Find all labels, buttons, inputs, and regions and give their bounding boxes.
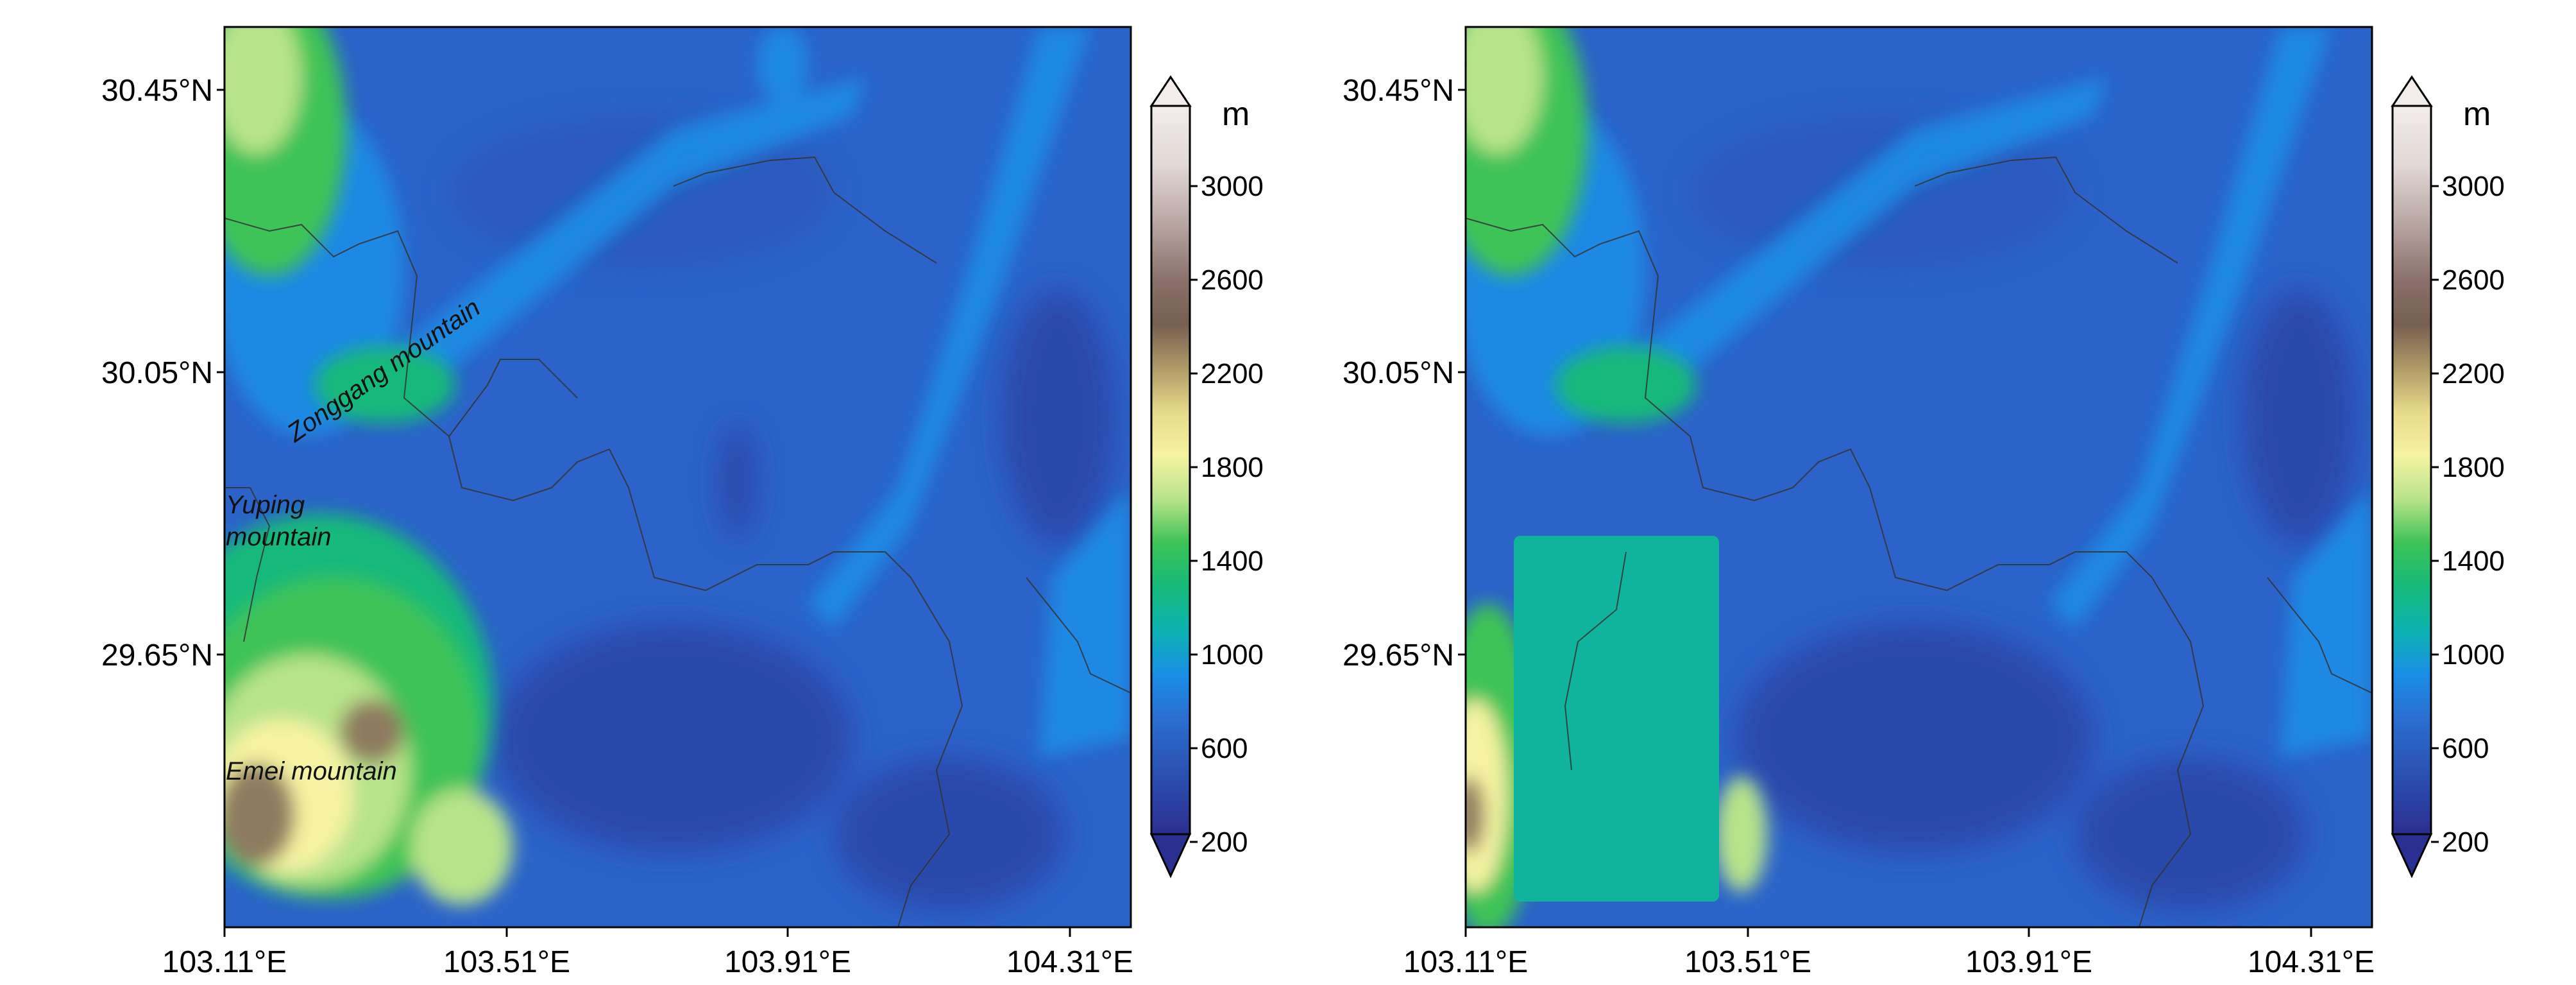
x-tick-label: 103.51°E <box>443 945 570 979</box>
annotation-yuping: Yuping <box>226 491 305 519</box>
colorbar-tick-label: 1400 <box>1201 545 1264 577</box>
x-tick-label: 103.51°E <box>1684 945 1811 979</box>
colorbar-left: m 3000 2600 2200 1800 1400 1000 600 200 <box>1149 75 1264 878</box>
colorbar-tick-label: 3000 <box>1201 171 1264 202</box>
colorbar-tick-label: 1400 <box>2442 545 2505 577</box>
colorbar-tick-label: 200 <box>2442 827 2489 858</box>
y-tick-label: 30.45°N <box>1343 74 1454 108</box>
boundary-lines-right <box>1466 156 2372 927</box>
colorbar-tick-label: 200 <box>1201 827 1248 858</box>
x-axis-right: 103.11°E 103.51°E 103.91°E 104.31°E <box>1403 927 2375 979</box>
y-tick-label: 30.05°N <box>101 356 213 390</box>
x-tick-label: 104.31°E <box>1006 945 1133 979</box>
map-frame-right <box>1464 26 2373 929</box>
colorbar-tick-label: 600 <box>1201 733 1248 764</box>
colorbar-tick-label: 2200 <box>2442 358 2505 390</box>
colorbar-unit: m <box>2463 96 2491 133</box>
annotation-emei: Emei mountain <box>226 757 397 785</box>
map-panel-left: 30.45°N 30.05°N 29.65°N 103.11°E 103.51°… <box>101 26 1133 979</box>
colorbar-unit: m <box>1222 96 1250 133</box>
colorbar-tick-label: 1000 <box>1201 639 1264 671</box>
map-panel-right: 30.45°N 30.05°N 29.65°N 103.11°E 103.51°… <box>1343 26 2375 979</box>
terrain-field-left <box>225 27 1131 927</box>
colorbar-ticks-right: 3000 2600 2200 1800 1400 1000 600 200 <box>2431 171 2505 858</box>
colorbar-tick-label: 1800 <box>1201 452 1264 483</box>
boundary-lines-left <box>225 156 1131 927</box>
y-axis-right: 30.45°N 30.05°N 29.65°N <box>1343 74 1466 672</box>
colorbar-tick-label: 2200 <box>1201 358 1264 390</box>
x-axis-left: 103.11°E 103.51°E 103.91°E 104.31°E <box>162 927 1133 979</box>
colorbar-ticks-left: 3000 2600 2200 1800 1400 1000 600 200 <box>1190 171 1264 858</box>
x-tick-label: 103.91°E <box>1965 945 2092 979</box>
y-tick-label: 29.65°N <box>101 638 213 672</box>
x-tick-label: 103.11°E <box>1403 945 1528 979</box>
y-tick-label: 30.05°N <box>1343 356 1454 390</box>
y-tick-label: 29.65°N <box>1343 638 1454 672</box>
x-tick-label: 104.31°E <box>2248 945 2375 979</box>
colorbar-tick-label: 2600 <box>1201 264 1264 296</box>
annotation-yuping-2: mountain <box>226 523 332 551</box>
colorbar-tick-label: 1000 <box>2442 639 2505 671</box>
terrain-field-right <box>1466 27 2372 927</box>
colorbar-tick-label: 2600 <box>2442 264 2505 296</box>
colorbar-tick-label: 1800 <box>2442 452 2505 483</box>
y-tick-label: 30.45°N <box>101 74 213 108</box>
colorbar-right: m 3000 2600 2200 1800 1400 1000 600 200 <box>2391 75 2505 878</box>
colorbar-tick-label: 3000 <box>2442 171 2505 202</box>
map-frame-left <box>223 26 1132 929</box>
modified-terrain-box <box>1514 536 1719 902</box>
x-tick-label: 103.11°E <box>162 945 287 979</box>
colorbar-tick-label: 600 <box>2442 733 2489 764</box>
y-axis-left: 30.45°N 30.05°N 29.65°N <box>101 74 225 672</box>
x-tick-label: 103.91°E <box>724 945 851 979</box>
